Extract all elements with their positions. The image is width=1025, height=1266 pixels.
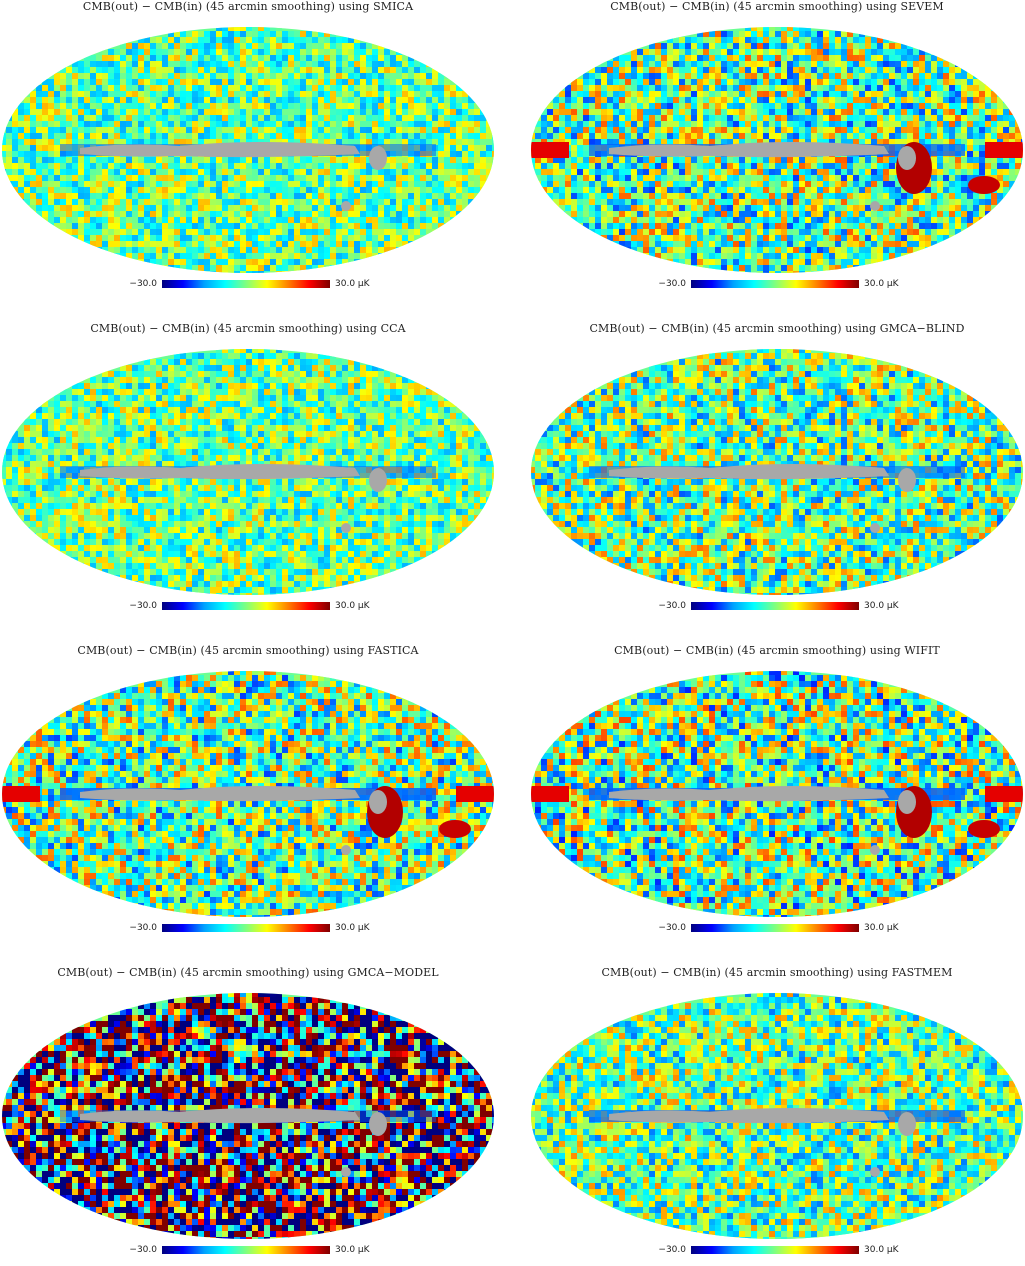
colorbar-min-label: −30.0 <box>658 922 686 934</box>
colorbar: −30.0 30.0 μK <box>529 922 1025 936</box>
colorbar-min-label: −30.0 <box>658 278 686 290</box>
panel-gmca-blind: CMB(out) − CMB(in) (45 arcmin smoothing)… <box>529 322 1025 622</box>
panel-smica: CMB(out) − CMB(in) (45 arcmin smoothing)… <box>0 0 496 300</box>
panel-title: CMB(out) − CMB(in) (45 arcmin smoothing)… <box>0 644 496 657</box>
colorbar-min-label: −30.0 <box>658 600 686 612</box>
colorbar: −30.0 30.0 μK <box>0 600 496 614</box>
colorbar-gradient <box>691 280 859 288</box>
mollweide-map <box>0 669 496 919</box>
mollweide-map <box>0 347 496 597</box>
panel-gmca-model: CMB(out) − CMB(in) (45 arcmin smoothing)… <box>0 966 496 1266</box>
mollweide-map <box>0 991 496 1241</box>
colorbar-min-label: −30.0 <box>129 1244 157 1256</box>
colorbar-gradient <box>162 1246 330 1254</box>
colorbar-max-label: 30.0 μK <box>335 600 370 612</box>
colorbar-gradient <box>691 924 859 932</box>
colorbar-max-label: 30.0 μK <box>864 922 899 934</box>
colorbar-gradient <box>162 924 330 932</box>
colorbar-min-label: −30.0 <box>129 600 157 612</box>
colorbar-min-label: −30.0 <box>129 922 157 934</box>
colorbar: −30.0 30.0 μK <box>529 600 1025 614</box>
panel-title: CMB(out) − CMB(in) (45 arcmin smoothing)… <box>0 0 496 13</box>
mollweide-map <box>529 25 1025 275</box>
panel-title: CMB(out) − CMB(in) (45 arcmin smoothing)… <box>529 644 1025 657</box>
colorbar: −30.0 30.0 μK <box>0 1244 496 1258</box>
panel-title: CMB(out) − CMB(in) (45 arcmin smoothing)… <box>529 322 1025 335</box>
panel-title: CMB(out) − CMB(in) (45 arcmin smoothing)… <box>0 322 496 335</box>
panel-fastmem: CMB(out) − CMB(in) (45 arcmin smoothing)… <box>529 966 1025 1266</box>
colorbar: −30.0 30.0 μK <box>529 278 1025 292</box>
colorbar-gradient <box>162 280 330 288</box>
colorbar-max-label: 30.0 μK <box>864 278 899 290</box>
panel-wifit: CMB(out) − CMB(in) (45 arcmin smoothing)… <box>529 644 1025 944</box>
colorbar-min-label: −30.0 <box>129 278 157 290</box>
mollweide-map <box>529 347 1025 597</box>
colorbar-max-label: 30.0 μK <box>864 1244 899 1256</box>
colorbar-gradient <box>691 1246 859 1254</box>
colorbar-max-label: 30.0 μK <box>335 922 370 934</box>
colorbar-gradient <box>691 602 859 610</box>
mollweide-map <box>529 669 1025 919</box>
panel-sevem: CMB(out) − CMB(in) (45 arcmin smoothing)… <box>529 0 1025 300</box>
colorbar-max-label: 30.0 μK <box>335 1244 370 1256</box>
colorbar: −30.0 30.0 μK <box>529 1244 1025 1258</box>
colorbar-gradient <box>162 602 330 610</box>
panel-title: CMB(out) − CMB(in) (45 arcmin smoothing)… <box>529 0 1025 13</box>
panel-fastica: CMB(out) − CMB(in) (45 arcmin smoothing)… <box>0 644 496 944</box>
colorbar: −30.0 30.0 μK <box>0 278 496 292</box>
colorbar-max-label: 30.0 μK <box>335 278 370 290</box>
colorbar-max-label: 30.0 μK <box>864 600 899 612</box>
mollweide-map <box>529 991 1025 1241</box>
panel-title: CMB(out) − CMB(in) (45 arcmin smoothing)… <box>0 966 496 979</box>
panel-title: CMB(out) − CMB(in) (45 arcmin smoothing)… <box>529 966 1025 979</box>
panel-cca: CMB(out) − CMB(in) (45 arcmin smoothing)… <box>0 322 496 622</box>
mollweide-map <box>0 25 496 275</box>
colorbar-min-label: −30.0 <box>658 1244 686 1256</box>
colorbar: −30.0 30.0 μK <box>0 922 496 936</box>
